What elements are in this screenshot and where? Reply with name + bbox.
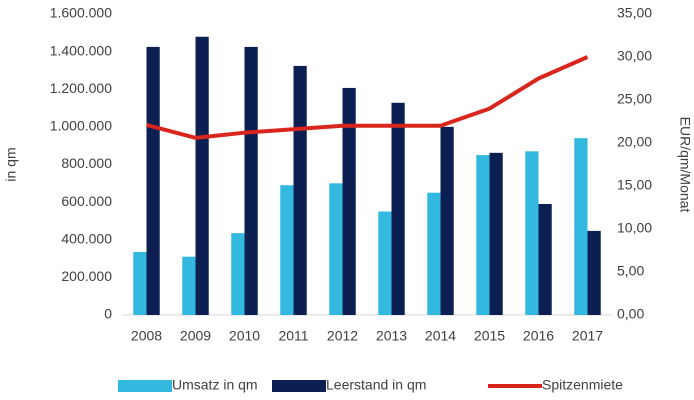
x-tick-label: 2013 xyxy=(376,328,407,344)
x-tick-label: 2008 xyxy=(131,328,162,344)
x-tick-label: 2011 xyxy=(278,328,308,344)
bar xyxy=(231,233,245,315)
y-tick-label: 1.400.000 xyxy=(50,42,112,58)
y-axis-title: in qm xyxy=(3,147,19,181)
y-tick-label: 600.000 xyxy=(61,193,112,209)
y2-tick-label: 35,00 xyxy=(617,5,652,21)
x-tick-label: 2015 xyxy=(474,328,505,344)
bar xyxy=(342,87,356,315)
bar xyxy=(476,155,490,315)
bar xyxy=(293,65,307,315)
y-tick-label: 1.200.000 xyxy=(50,80,112,96)
legend-label: Spitzenmiete xyxy=(542,377,623,393)
legend-label: Umsatz in qm xyxy=(172,377,258,393)
legend-swatch xyxy=(272,380,326,392)
bar xyxy=(182,256,196,315)
bar xyxy=(280,185,294,315)
y2-tick-label: 15,00 xyxy=(617,177,652,193)
bar xyxy=(244,46,258,315)
y2-tick-label: 5,00 xyxy=(617,263,644,279)
bar xyxy=(427,192,441,315)
y-tick-label: 1.000.000 xyxy=(50,118,112,134)
bar xyxy=(133,251,147,315)
bar xyxy=(525,151,539,315)
x-tick-label: 2010 xyxy=(229,328,260,344)
x-tick-label: 2017 xyxy=(572,328,603,344)
y2-tick-label: 20,00 xyxy=(617,134,652,150)
x-tick-label: 2009 xyxy=(180,328,211,344)
y-tick-label: 800.000 xyxy=(61,155,112,171)
x-tick-label: 2012 xyxy=(327,328,358,344)
y-tick-label: 400.000 xyxy=(61,230,112,246)
bar xyxy=(538,204,552,315)
bar xyxy=(574,138,588,315)
x-tick-label: 2014 xyxy=(425,328,456,344)
legend-label: Leerstand in qm xyxy=(326,377,426,393)
y2-tick-label: 10,00 xyxy=(617,220,652,236)
bar xyxy=(378,211,392,315)
y2-tick-label: 0,00 xyxy=(617,306,644,322)
bar xyxy=(195,36,209,316)
y2-tick-label: 30,00 xyxy=(617,48,652,64)
bar xyxy=(329,183,343,315)
y-tick-label: 0 xyxy=(104,306,112,322)
y2-axis-title: EUR/qm/Monat xyxy=(677,117,693,213)
bar xyxy=(440,126,454,315)
y-tick-label: 200.000 xyxy=(61,268,112,284)
x-tick-label: 2016 xyxy=(523,328,554,344)
legend-swatch xyxy=(118,380,172,392)
y-tick-label: 1.600.000 xyxy=(50,5,112,21)
line xyxy=(145,55,589,140)
bar xyxy=(146,46,160,315)
bar xyxy=(587,230,601,315)
y2-tick-label: 25,00 xyxy=(617,91,652,107)
bar xyxy=(391,102,405,315)
bar xyxy=(489,152,503,315)
